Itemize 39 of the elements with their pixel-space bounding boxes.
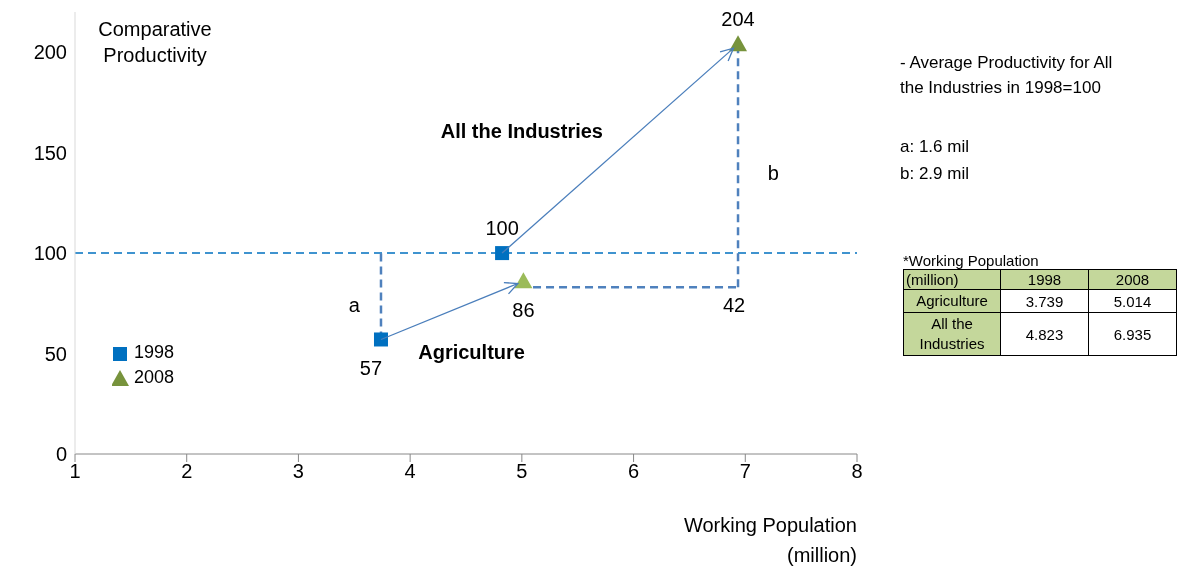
x-tick-label: 1 [69, 460, 81, 483]
y-tick-label: 100 [33, 242, 67, 265]
text: Agriculture [903, 289, 1001, 313]
legend-label: 1998 [134, 342, 175, 363]
text: 2008 [1115, 271, 1150, 288]
text: (million) [903, 269, 1001, 290]
data-label: 100 [485, 217, 519, 240]
text: 5.014 [1088, 289, 1177, 313]
annotation: b [767, 161, 779, 184]
annotation: a [348, 294, 360, 317]
text: *Working Population [903, 252, 1040, 269]
data-label: 204 [721, 8, 755, 31]
y-axis-title: Comparative Productivity [97, 17, 213, 68]
y-tick-label: 150 [33, 141, 67, 164]
x-tick-label: 8 [851, 460, 863, 483]
text: b: 2.9 mil [900, 163, 969, 185]
annotation: Agriculture [418, 340, 525, 363]
y-tick-label: 0 [55, 443, 67, 466]
text: 3.739 [1000, 289, 1089, 313]
legend-label: 2008 [134, 367, 175, 388]
data-label: 57 [359, 357, 383, 380]
x-tick-label: 6 [628, 460, 640, 483]
x-axis-title: Working Population (million) [682, 513, 857, 568]
data-label: 86 [512, 299, 535, 322]
y-tick-label: 50 [44, 342, 67, 365]
annotation: 42 [722, 294, 746, 317]
y-tick-label: 200 [33, 41, 67, 64]
text: All the Industries [903, 312, 1001, 356]
x-tick-label: 4 [404, 460, 416, 483]
text: 1998 [1027, 271, 1062, 288]
x-tick-label: 2 [181, 460, 193, 483]
text: 6.935 [1088, 312, 1177, 356]
text: a: 1.6 mil [900, 136, 969, 158]
x-tick-label: 3 [292, 460, 304, 483]
text: 4.823 [1000, 312, 1089, 356]
text: - Average Productivity for All the Industries in 1998=100 [900, 52, 1114, 99]
x-tick-label: 7 [739, 460, 751, 483]
annotation: All the Industries [440, 119, 603, 142]
x-tick-label: 5 [516, 460, 528, 483]
